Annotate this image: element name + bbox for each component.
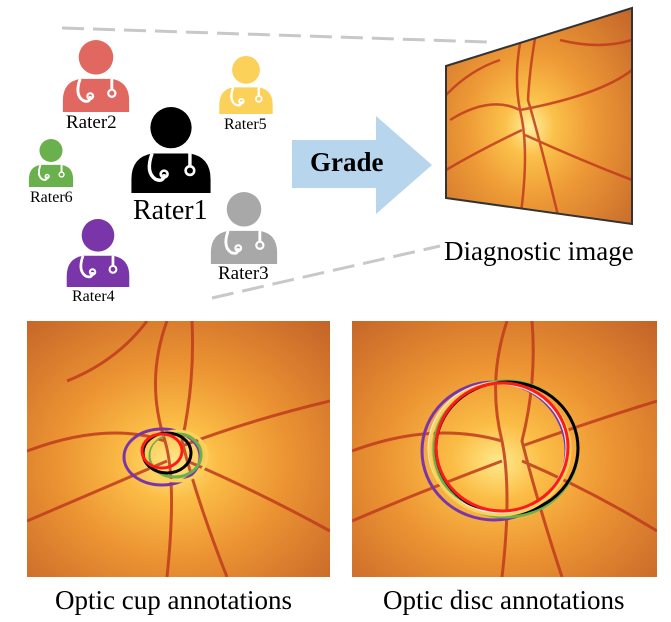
grade-label: Grade [310, 147, 384, 177]
optic-cup-panel [27, 321, 330, 577]
disc-contours [420, 379, 580, 522]
cup-contours [122, 427, 209, 487]
rater4-label: Rater4 [72, 288, 115, 305]
rater6-label: Rater6 [30, 189, 73, 206]
rater5-label: Rater5 [224, 116, 267, 133]
optic-disc-panel [352, 321, 657, 577]
optic-cup-caption: Optic cup annotations [55, 585, 292, 615]
diagnostic-image-caption: Diagnostic image [444, 236, 634, 266]
optic-disc-caption: Optic disc annotations [383, 585, 625, 615]
rater2-label: Rater2 [66, 112, 117, 133]
rater3-label: Rater3 [218, 263, 269, 284]
rater1-label: Rater1 [133, 195, 208, 226]
